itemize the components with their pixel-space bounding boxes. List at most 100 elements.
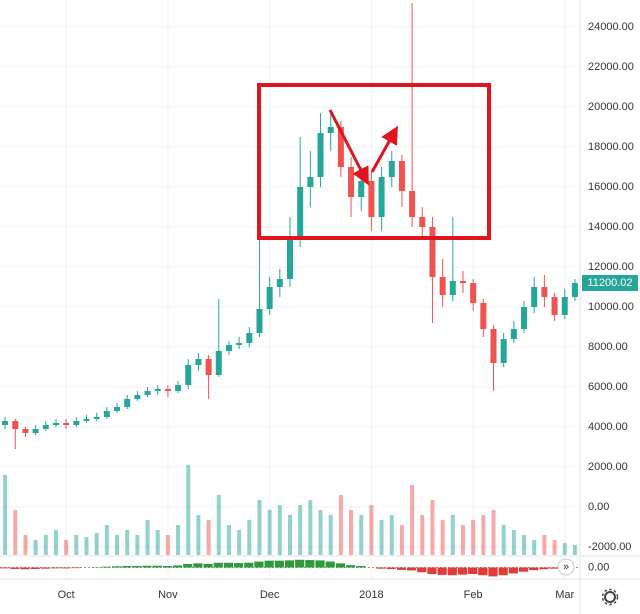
volume-bar [359,515,364,555]
volume-bar [64,540,69,555]
candle-body [541,287,548,297]
candle-body [93,417,100,419]
indicator-bar [407,567,417,571]
candle-body [388,161,395,177]
volume-bar [267,510,272,555]
volume-bar [165,535,170,555]
indicator-tick-label: 0.00 [588,561,609,573]
volume-bar [369,505,374,555]
volume-bar [562,543,567,555]
volume-bar [23,535,28,555]
candle-body [470,283,477,303]
indicator-bar [40,567,50,569]
indicator-bar [223,562,234,568]
indicator-bar [122,566,132,568]
candle-body [124,399,131,407]
indicator-bar [427,567,437,575]
candle-body [429,227,436,277]
candle-body [521,307,528,329]
arrow-down [328,109,369,186]
y-tick-label: 12000.00 [588,261,634,273]
volume-bar [349,510,354,555]
candle-body [266,287,273,309]
y-tick-label: 0.00 [588,501,609,513]
indicator-bar [396,567,407,570]
candle-body [195,359,202,365]
volume-bar [430,500,435,555]
candle-body [185,365,192,385]
volume-bar [53,530,58,555]
indicator-bar [30,567,40,569]
volume-bar [379,520,384,555]
candle-body [409,191,416,217]
volume-bar [328,515,333,555]
candle-body [2,421,9,425]
volume-bar [115,535,120,555]
indicator-bar [447,567,457,576]
volume-bar [257,500,262,555]
indicator-bar [468,567,478,575]
volume-bar [491,510,496,555]
candle-body [114,407,121,411]
highlight-box [257,83,491,240]
y-tick-label: 20000.00 [588,101,634,113]
candle-body [276,279,283,287]
volume-bar [186,465,191,555]
settings-icon[interactable] [601,588,619,606]
indicator-bar [172,565,183,568]
y-tick-label: 22000.00 [588,61,634,73]
candle-body [348,167,355,197]
indicator-bar [549,567,559,569]
indicator-bar [478,567,488,576]
volume-bar [135,535,140,555]
indicator-bar [457,567,468,575]
indicator-bar [203,563,213,568]
candle-body [256,309,263,333]
indicator-bar [295,559,305,568]
candle-body [419,217,426,227]
x-tick-label: Dec [260,589,280,601]
candle-body [439,277,446,295]
candle-body [490,329,497,363]
candle-body [63,423,70,425]
indicator-bar [529,567,539,571]
indicator-bar [305,560,315,568]
candle-body [337,127,344,167]
candle-body [307,177,314,187]
candle-body [103,411,110,417]
candle-body [317,133,324,177]
volume-bar [237,530,242,555]
volume-bar [277,505,282,555]
indicator-bar [274,560,284,568]
scroll-button[interactable] [557,558,575,576]
candle-body [500,339,507,363]
volume-bar [206,520,211,555]
last-price-label: 11200.02 [587,277,632,289]
volume-bar [460,525,465,555]
volume-bar [471,520,476,555]
indicator-bar [111,566,122,568]
indicator-bar [20,567,30,570]
candle-body [32,429,39,433]
x-tick-label: Nov [158,589,178,601]
indicator-bar [101,566,111,568]
volume-bar [145,520,150,555]
volume-bar [481,515,486,555]
volume-bar [196,515,201,555]
indicator-bar [315,560,325,568]
volume-bar [399,525,404,555]
indicator-bar [254,561,264,568]
y-tick-label: 24000.00 [588,21,634,33]
candle-body [215,351,222,375]
candle-body [22,429,29,433]
indicator-bar [183,563,193,568]
x-tick-label: 2018 [359,589,383,601]
volume-bar [522,535,527,555]
volume-bar [318,510,323,555]
volume-bar [3,475,8,555]
indicator-bar [386,567,396,569]
indicator-bar [132,566,142,568]
candle-body [73,421,80,425]
candle-body [175,385,182,391]
